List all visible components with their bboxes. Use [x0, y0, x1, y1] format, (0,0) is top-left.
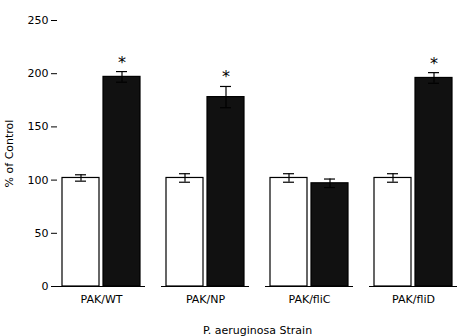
- svg-text:PAK/fliD: PAK/fliD: [392, 293, 435, 306]
- svg-text:150: 150: [28, 120, 49, 133]
- svg-text:100: 100: [28, 174, 49, 187]
- svg-text:50: 50: [35, 227, 49, 240]
- svg-text:PAK/fliC: PAK/fliC: [288, 293, 330, 306]
- svg-text:0: 0: [42, 280, 49, 293]
- svg-text:250: 250: [28, 14, 49, 27]
- svg-text:P. aeruginosa Strain: P. aeruginosa Strain: [203, 324, 312, 336]
- svg-text:*: *: [118, 53, 126, 72]
- svg-text:% of Control: % of Control: [3, 120, 16, 188]
- svg-text:PAK/WT: PAK/WT: [81, 293, 123, 306]
- svg-text:*: *: [222, 67, 230, 86]
- svg-text:200: 200: [28, 67, 49, 80]
- svg-text:*: *: [430, 54, 438, 73]
- svg-text:PAK/NP: PAK/NP: [186, 293, 226, 306]
